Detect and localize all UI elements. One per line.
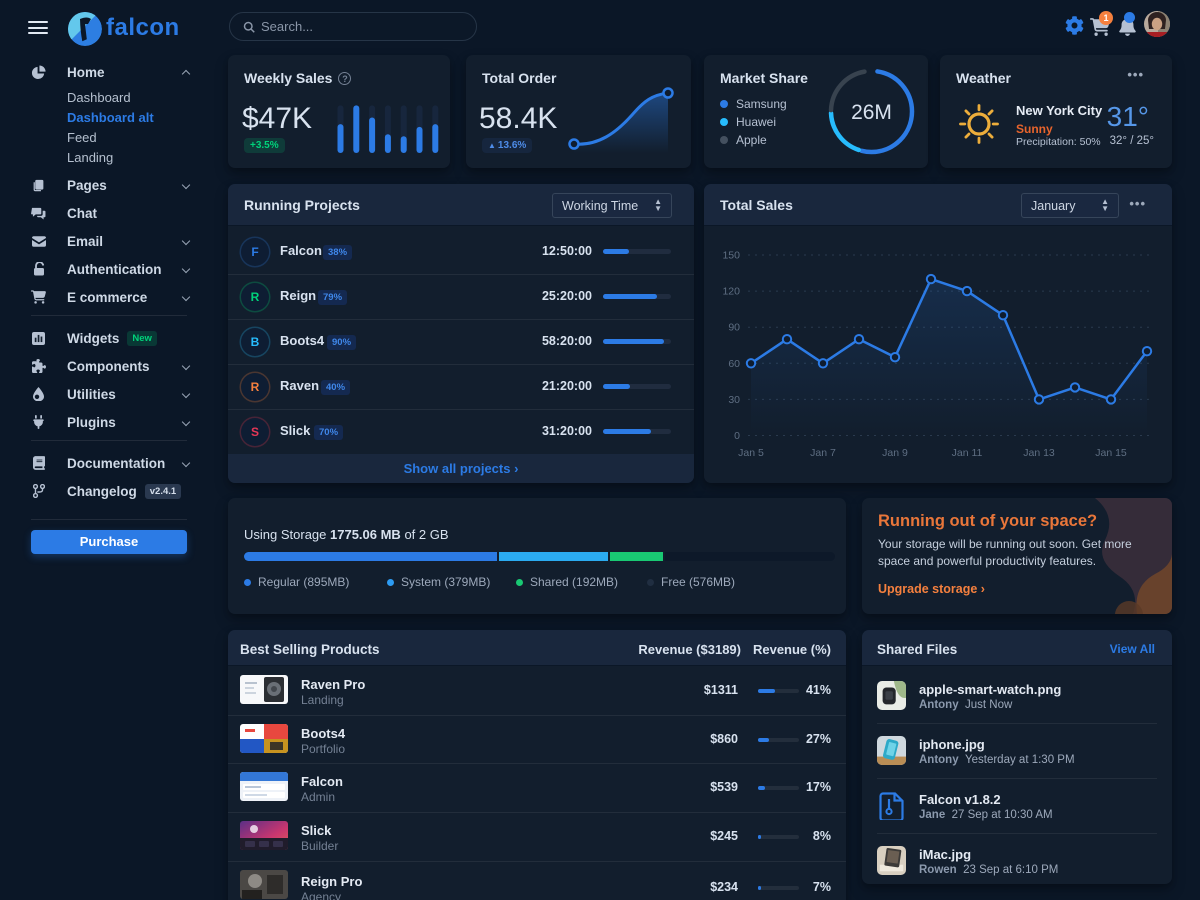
svg-text:Jan 7: Jan 7	[810, 447, 836, 459]
svg-text:90: 90	[728, 322, 740, 334]
svg-text:Jan 13: Jan 13	[1023, 447, 1055, 459]
svg-text:60: 60	[728, 358, 740, 370]
svg-text:30: 30	[728, 394, 740, 406]
svg-text:150: 150	[722, 250, 740, 262]
svg-text:0: 0	[734, 430, 740, 442]
svg-text:26M: 26M	[851, 101, 892, 124]
svg-text:Jan 11: Jan 11	[952, 447, 983, 459]
svg-text:Jan 9: Jan 9	[882, 447, 908, 459]
svg-text:120: 120	[722, 286, 740, 298]
svg-text:Jan 15: Jan 15	[1095, 447, 1127, 459]
svg-text:Jan 5: Jan 5	[738, 447, 764, 459]
